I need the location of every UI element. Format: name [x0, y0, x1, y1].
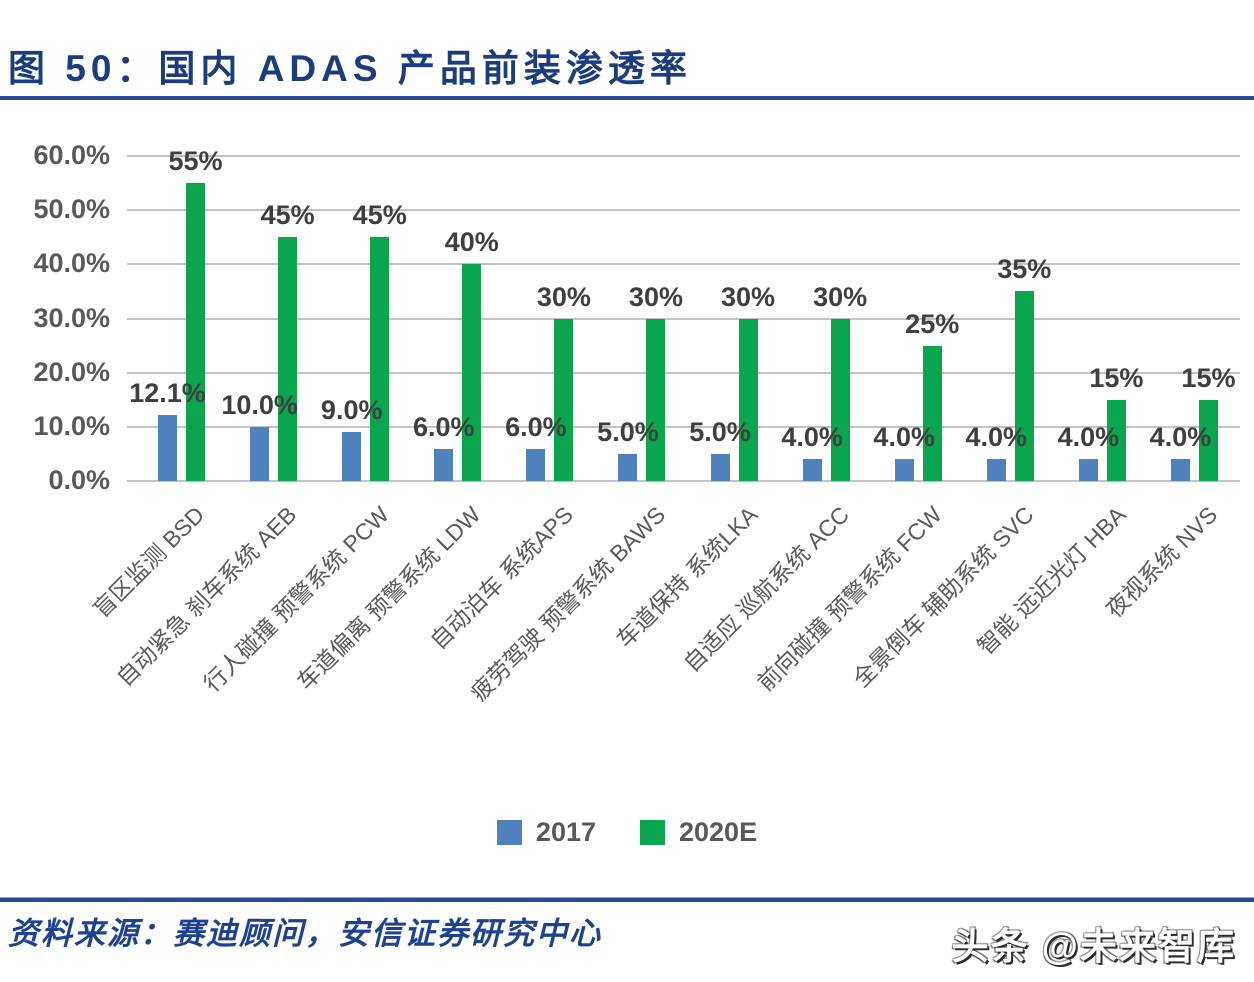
y-tick-label: 50.0% — [33, 194, 110, 225]
bar-value-label: 35% — [997, 254, 1052, 285]
y-tick-label: 0.0% — [48, 465, 110, 495]
category-label: 自适应 巡航系统 ACC — [678, 501, 855, 677]
gridline — [127, 371, 1240, 374]
y-tick-label: 60.0% — [33, 140, 110, 170]
bar-2017 — [894, 459, 914, 481]
title-divider — [0, 96, 1254, 100]
bar-2017 — [802, 459, 822, 481]
bar-2017 — [710, 453, 730, 481]
bar-value-label: 30% — [721, 281, 776, 312]
source-note: 资料来源：赛迪顾问，安信证券研究中心 — [8, 916, 602, 951]
bar-value-label: 10.0% — [221, 389, 298, 420]
bar-2020E — [922, 345, 942, 481]
bar-2017 — [618, 453, 638, 481]
watermark: 头条 @未来智库 — [951, 926, 1236, 967]
bar-value-label: 25% — [905, 308, 960, 339]
bar-value-label: 5.0% — [689, 416, 751, 447]
bar-value-label: 30% — [628, 281, 683, 312]
bar-value-label: 9.0% — [320, 395, 383, 426]
legend-item-2017: 2017 — [496, 816, 596, 848]
bar-2020E — [462, 264, 482, 481]
bar-value-label: 45% — [352, 200, 407, 231]
figure-title: 图 50：国内 ADAS 产品前装渗透率 — [8, 48, 692, 89]
legend-item-2020E: 2020E — [640, 817, 757, 848]
bar-2020E — [830, 318, 850, 481]
bar-2020E — [186, 183, 206, 481]
y-tick-label: 30.0% — [33, 302, 110, 333]
bar-2017 — [986, 459, 1006, 481]
y-tick-label: 40.0% — [33, 248, 110, 279]
legend-label: 2017 — [535, 816, 596, 847]
bar-2020E — [370, 237, 390, 481]
gridline — [127, 480, 1240, 482]
bar-value-label: 6.0% — [413, 411, 475, 442]
bar-value-label: 4.0% — [1149, 422, 1212, 453]
bar-2020E — [1198, 399, 1218, 481]
gridline — [127, 263, 1240, 266]
bar-value-label: 55% — [168, 146, 223, 177]
bar-value-label: 4.0% — [873, 422, 935, 453]
bar-2020E — [554, 318, 574, 481]
legend-swatch-2020E — [640, 819, 665, 845]
gridline — [127, 209, 1240, 212]
bar-2020E — [1014, 291, 1034, 481]
y-tick-label: 10.0% — [33, 410, 110, 441]
gridline — [127, 155, 1240, 157]
bar-value-label: 30% — [813, 281, 868, 312]
bar-value-label: 30% — [536, 281, 591, 312]
legend-swatch-2017 — [496, 819, 522, 845]
bar-2017 — [158, 415, 178, 481]
bar-value-label: 4.0% — [965, 422, 1028, 453]
bar-value-label: 15% — [1089, 362, 1144, 393]
bar-2017 — [250, 426, 270, 481]
bar-value-label: 4.0% — [781, 422, 843, 453]
bar-2020E — [738, 318, 758, 481]
bar-value-label: 5.0% — [597, 416, 659, 447]
y-tick-label: 20.0% — [33, 356, 110, 387]
gridline — [127, 425, 1240, 428]
footer-divider — [0, 897, 1254, 902]
bar-2017 — [342, 432, 362, 481]
bar-2020E — [278, 237, 298, 481]
chart-legend: 2017 2020E — [0, 812, 1254, 852]
bar-value-label: 4.0% — [1057, 422, 1120, 453]
bar-2020E — [1106, 399, 1126, 481]
bar-value-label: 6.0% — [505, 411, 567, 442]
bar-2017 — [434, 448, 454, 481]
gridline — [127, 317, 1240, 320]
bar-2020E — [646, 318, 666, 481]
bar-value-label: 12.1% — [129, 378, 206, 409]
legend-label: 2020E — [679, 816, 758, 847]
bar-value-label: 45% — [260, 200, 315, 231]
bar-2017 — [526, 448, 546, 481]
bar-value-label: 40% — [444, 227, 499, 258]
bar-2017 — [1170, 459, 1190, 481]
bar-2017 — [1078, 459, 1098, 481]
bar-value-label: 15% — [1181, 362, 1236, 393]
